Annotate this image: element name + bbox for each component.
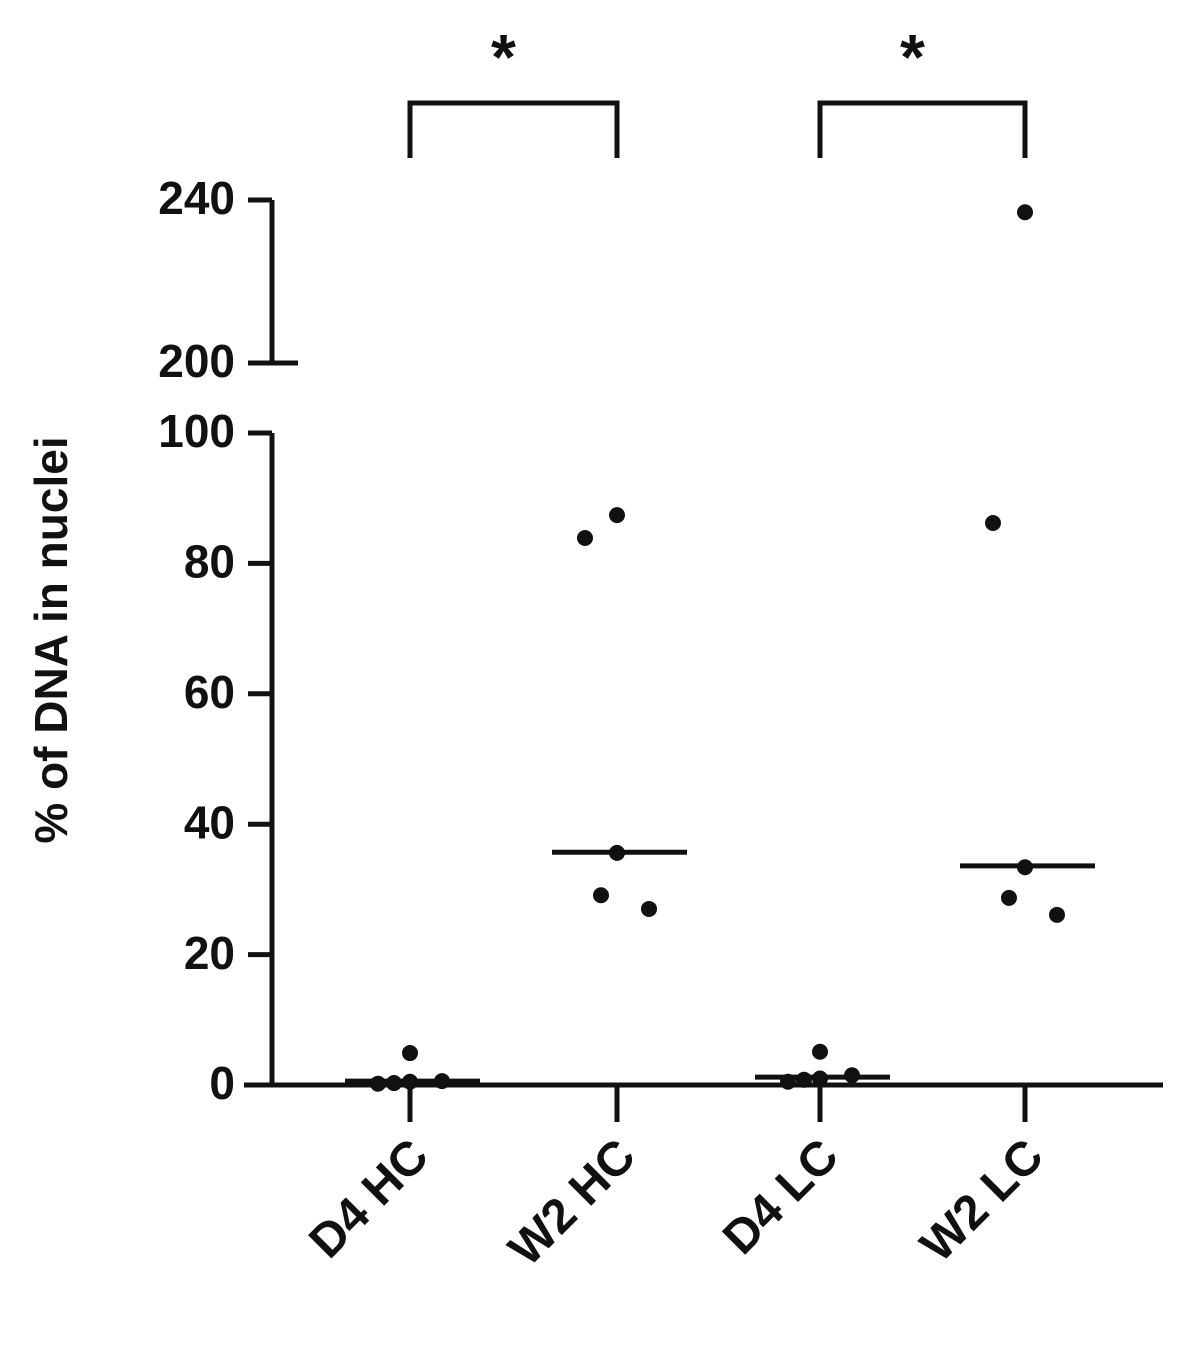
y-tick-label: 240 — [158, 172, 235, 224]
data-point — [593, 887, 609, 904]
data-point — [370, 1075, 386, 1092]
y-tick-label: 80 — [184, 536, 235, 588]
y-tick-label: 60 — [184, 666, 235, 718]
significance-label: * — [491, 21, 516, 93]
data-point — [641, 900, 657, 917]
data-point — [577, 529, 593, 546]
x-tick-label: D4 LC — [713, 1129, 849, 1265]
y-tick-label: 100 — [158, 405, 235, 457]
data-point — [402, 1045, 418, 1062]
data-point — [1017, 204, 1033, 221]
data-point — [1049, 906, 1065, 923]
y-tick-label: 200 — [158, 335, 235, 387]
data-point — [609, 507, 625, 524]
significance-bracket — [817, 100, 1028, 158]
x-tick-label: D4 HC — [299, 1129, 438, 1268]
data-point — [796, 1071, 812, 1088]
data-point — [985, 514, 1001, 531]
y-axis-label: % of DNA in nuclei — [25, 436, 77, 843]
data-point — [1001, 889, 1017, 906]
y-tick-label: 20 — [184, 927, 235, 979]
y-tick-label: 0 — [209, 1057, 235, 1109]
significance-label: * — [900, 21, 925, 93]
significance-bracket — [407, 100, 620, 158]
data-point — [812, 1043, 828, 1060]
x-tick-label: W2 LC — [911, 1129, 1054, 1272]
y-tick-label: 40 — [184, 796, 235, 848]
x-tick-label: W2 HC — [499, 1129, 646, 1276]
